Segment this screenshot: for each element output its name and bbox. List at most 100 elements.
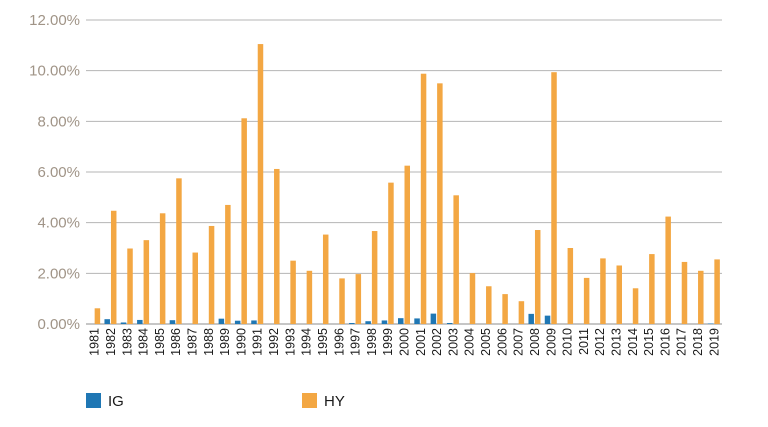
- bar-hy-1983: [127, 248, 133, 324]
- bar-hy-2009: [551, 72, 557, 324]
- y-tick-label: 12.00%: [29, 12, 80, 29]
- x-tick-label: 1989: [218, 328, 232, 356]
- y-tick-label: 10.00%: [29, 63, 80, 80]
- x-tick-label: 1998: [365, 328, 379, 356]
- bar-hy-1988: [208, 225, 215, 324]
- bar-ig-1991: [251, 320, 257, 324]
- bar-hy-1990: [241, 118, 247, 324]
- bar-ig-1997: [349, 322, 355, 324]
- bar-hy-2006: [502, 294, 508, 324]
- x-tick-label: 1993: [283, 328, 297, 356]
- bar-ig-1982: [104, 319, 110, 324]
- x-tick-label: 1990: [234, 328, 248, 356]
- x-axis-ticks: 1981 1982 1983 1984 1985 1986 1987 1988 1989 1990…: [88, 328, 722, 356]
- bar-ig-2008: [528, 313, 534, 324]
- bar-hy-2001: [420, 73, 427, 324]
- x-tick-label: 2011: [577, 328, 591, 355]
- bar-hy-2019: [714, 259, 720, 324]
- bar-hy-2015: [649, 254, 655, 324]
- bar-hy-1998: [371, 231, 378, 324]
- bar-hy-2008: [534, 230, 541, 324]
- bar-hy-1985: [159, 213, 166, 324]
- bar-hy-1993: [290, 260, 296, 324]
- x-tick-label: 1992: [267, 328, 281, 356]
- legend-label-hy: HY: [324, 393, 345, 410]
- legend-label-ig: IG: [108, 393, 124, 410]
- bar-hy-1995: [322, 234, 329, 324]
- x-tick-label: 1997: [349, 328, 363, 356]
- bar-hy-2016: [665, 216, 671, 324]
- x-tick-label: 1991: [251, 328, 265, 356]
- bar-ig-2001: [414, 318, 420, 324]
- y-tick-label: 8.00%: [37, 113, 80, 130]
- x-tick-label: 1983: [120, 328, 134, 356]
- bar-ig-2019: [707, 323, 714, 324]
- bar-hy-2000: [404, 165, 410, 324]
- y-gridlines: [86, 19, 722, 325]
- x-tick-label: 2019: [707, 328, 721, 356]
- x-tick-label: 2006: [495, 328, 509, 356]
- x-tick-label: 2009: [544, 328, 558, 356]
- bar-hy-1996: [339, 278, 345, 324]
- legend-swatch-ig: [86, 393, 101, 408]
- x-tick-label: 1986: [169, 328, 183, 356]
- x-tick-label: 2001: [414, 328, 428, 356]
- x-tick-label: 2007: [512, 328, 526, 356]
- bar-ig-1990: [234, 320, 241, 324]
- x-tick-label: 1981: [88, 328, 102, 356]
- x-tick-label: 2010: [561, 328, 575, 356]
- bar-hy-2004: [469, 273, 476, 324]
- x-tick-label: 1996: [332, 328, 346, 356]
- bar-hy-2013: [616, 265, 622, 324]
- bar-hy-1997: [355, 274, 362, 324]
- x-tick-label: 2000: [398, 328, 412, 356]
- bar-hy-2012: [600, 258, 606, 324]
- bar-ig-2003: [446, 322, 453, 324]
- x-tick-label: 2002: [430, 328, 444, 356]
- bar-ig-1983: [120, 322, 127, 324]
- x-tick-label: 2017: [675, 328, 689, 356]
- bar-ig-2000: [398, 318, 404, 324]
- legend: IG HY: [86, 393, 345, 410]
- bar-ig-2002: [430, 313, 437, 324]
- bar-hy-1994: [306, 270, 313, 324]
- bars: [94, 44, 720, 325]
- x-tick-label: 2013: [610, 328, 624, 356]
- x-tick-label: 2004: [463, 328, 477, 356]
- bar-hy-2011: [583, 277, 590, 324]
- bar-ig-1999: [381, 320, 388, 324]
- x-tick-label: 2003: [446, 328, 460, 356]
- x-tick-label: 2005: [479, 328, 493, 356]
- x-tick-label: 2018: [691, 328, 705, 356]
- bar-hy-2018: [698, 270, 704, 324]
- y-tick-label: 4.00%: [37, 215, 80, 232]
- x-tick-label: 2012: [593, 328, 607, 356]
- x-tick-label: 1988: [202, 328, 216, 356]
- bar-ig-1986: [169, 320, 176, 324]
- x-tick-label: 1994: [300, 328, 314, 356]
- y-tick-label: 2.00%: [37, 265, 80, 282]
- bar-hy-2010: [567, 248, 574, 324]
- y-tick-label: 6.00%: [37, 164, 80, 181]
- bar-hy-2003: [453, 195, 459, 324]
- x-tick-label: 1985: [153, 328, 167, 356]
- bar-hy-1999: [388, 182, 394, 324]
- bar-hy-2017: [681, 261, 688, 324]
- bar-hy-1992: [274, 168, 280, 324]
- x-tick-label: 2014: [626, 328, 640, 356]
- bar-hy-2002: [437, 83, 443, 324]
- x-tick-label: 2016: [658, 328, 672, 356]
- bar-ig-1984: [137, 319, 143, 324]
- bar-hy-2007: [518, 301, 525, 324]
- legend-swatch-hy: [302, 393, 317, 408]
- bar-hy-1981: [94, 308, 101, 324]
- x-tick-label: 1995: [316, 328, 330, 356]
- x-tick-label: 2008: [528, 328, 542, 356]
- bar-hy-2014: [632, 288, 639, 324]
- bar-hy-1987: [192, 252, 198, 324]
- bar-ig-2009: [544, 315, 551, 324]
- bar-hy-1991: [257, 44, 264, 325]
- bar-ig-1998: [365, 321, 371, 324]
- x-tick-label: 1984: [137, 328, 151, 356]
